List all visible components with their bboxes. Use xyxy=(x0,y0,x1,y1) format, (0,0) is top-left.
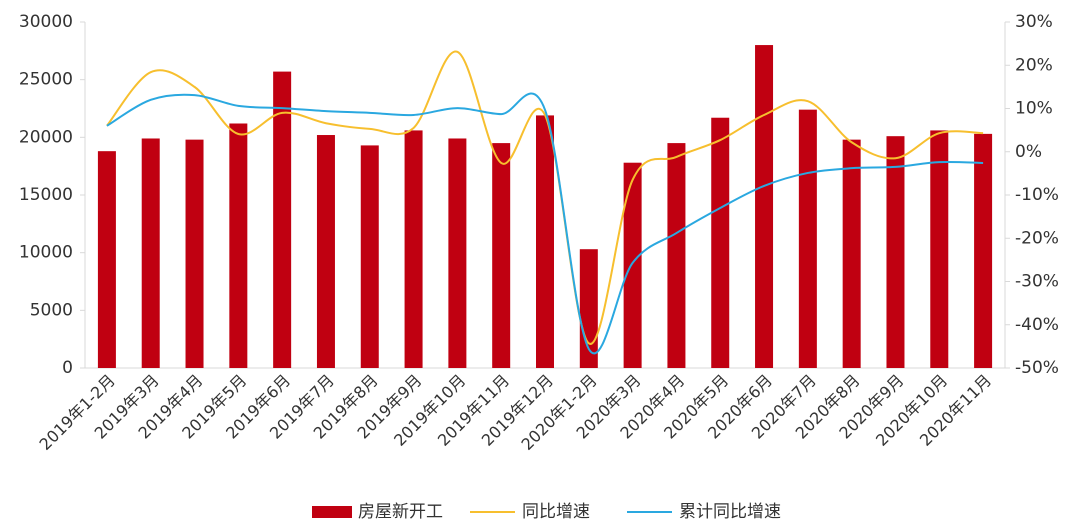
y-tick-label: 25000 xyxy=(19,70,73,90)
bar xyxy=(667,143,686,368)
bar xyxy=(798,109,817,369)
bar xyxy=(97,151,116,368)
y2-tick-label: 0% xyxy=(1015,142,1042,162)
y-tick-label: 10000 xyxy=(19,243,73,263)
bar xyxy=(404,130,423,368)
bar xyxy=(755,45,774,369)
y-tick-label: 5000 xyxy=(30,300,73,320)
bar xyxy=(930,130,949,368)
y2-tick-label: -50% xyxy=(1015,358,1059,378)
bar xyxy=(273,71,292,369)
y2-tick-label: -30% xyxy=(1015,272,1059,292)
legend-label: 累计同比增速 xyxy=(679,502,781,522)
bar xyxy=(711,117,730,368)
legend-swatch xyxy=(312,506,352,518)
bar xyxy=(536,115,554,368)
bar xyxy=(842,139,861,368)
y-tick-label: 0 xyxy=(62,358,73,378)
y2-tick-label: -10% xyxy=(1015,185,1059,205)
y2-tick-label: 30% xyxy=(1015,12,1053,32)
legend-label: 同比增速 xyxy=(522,502,590,522)
y2-tick-label: 20% xyxy=(1015,55,1053,75)
bar xyxy=(141,138,160,368)
y-tick-label: 20000 xyxy=(19,127,73,147)
legend-label: 房屋新开工 xyxy=(358,502,443,522)
bar xyxy=(886,136,905,368)
y2-tick-label: -20% xyxy=(1015,228,1059,248)
bar xyxy=(360,145,379,368)
line xyxy=(106,92,984,355)
bar xyxy=(185,139,204,368)
bar xyxy=(492,143,511,368)
line xyxy=(106,50,984,345)
y-tick-label: 15000 xyxy=(19,185,73,205)
y-tick-label: 30000 xyxy=(19,12,73,32)
bar xyxy=(623,162,642,368)
y2-tick-label: 10% xyxy=(1015,99,1053,119)
bar xyxy=(448,138,467,368)
bar xyxy=(229,123,248,368)
y2-tick-label: -40% xyxy=(1015,315,1059,335)
bar xyxy=(974,133,993,368)
bar xyxy=(316,135,335,368)
